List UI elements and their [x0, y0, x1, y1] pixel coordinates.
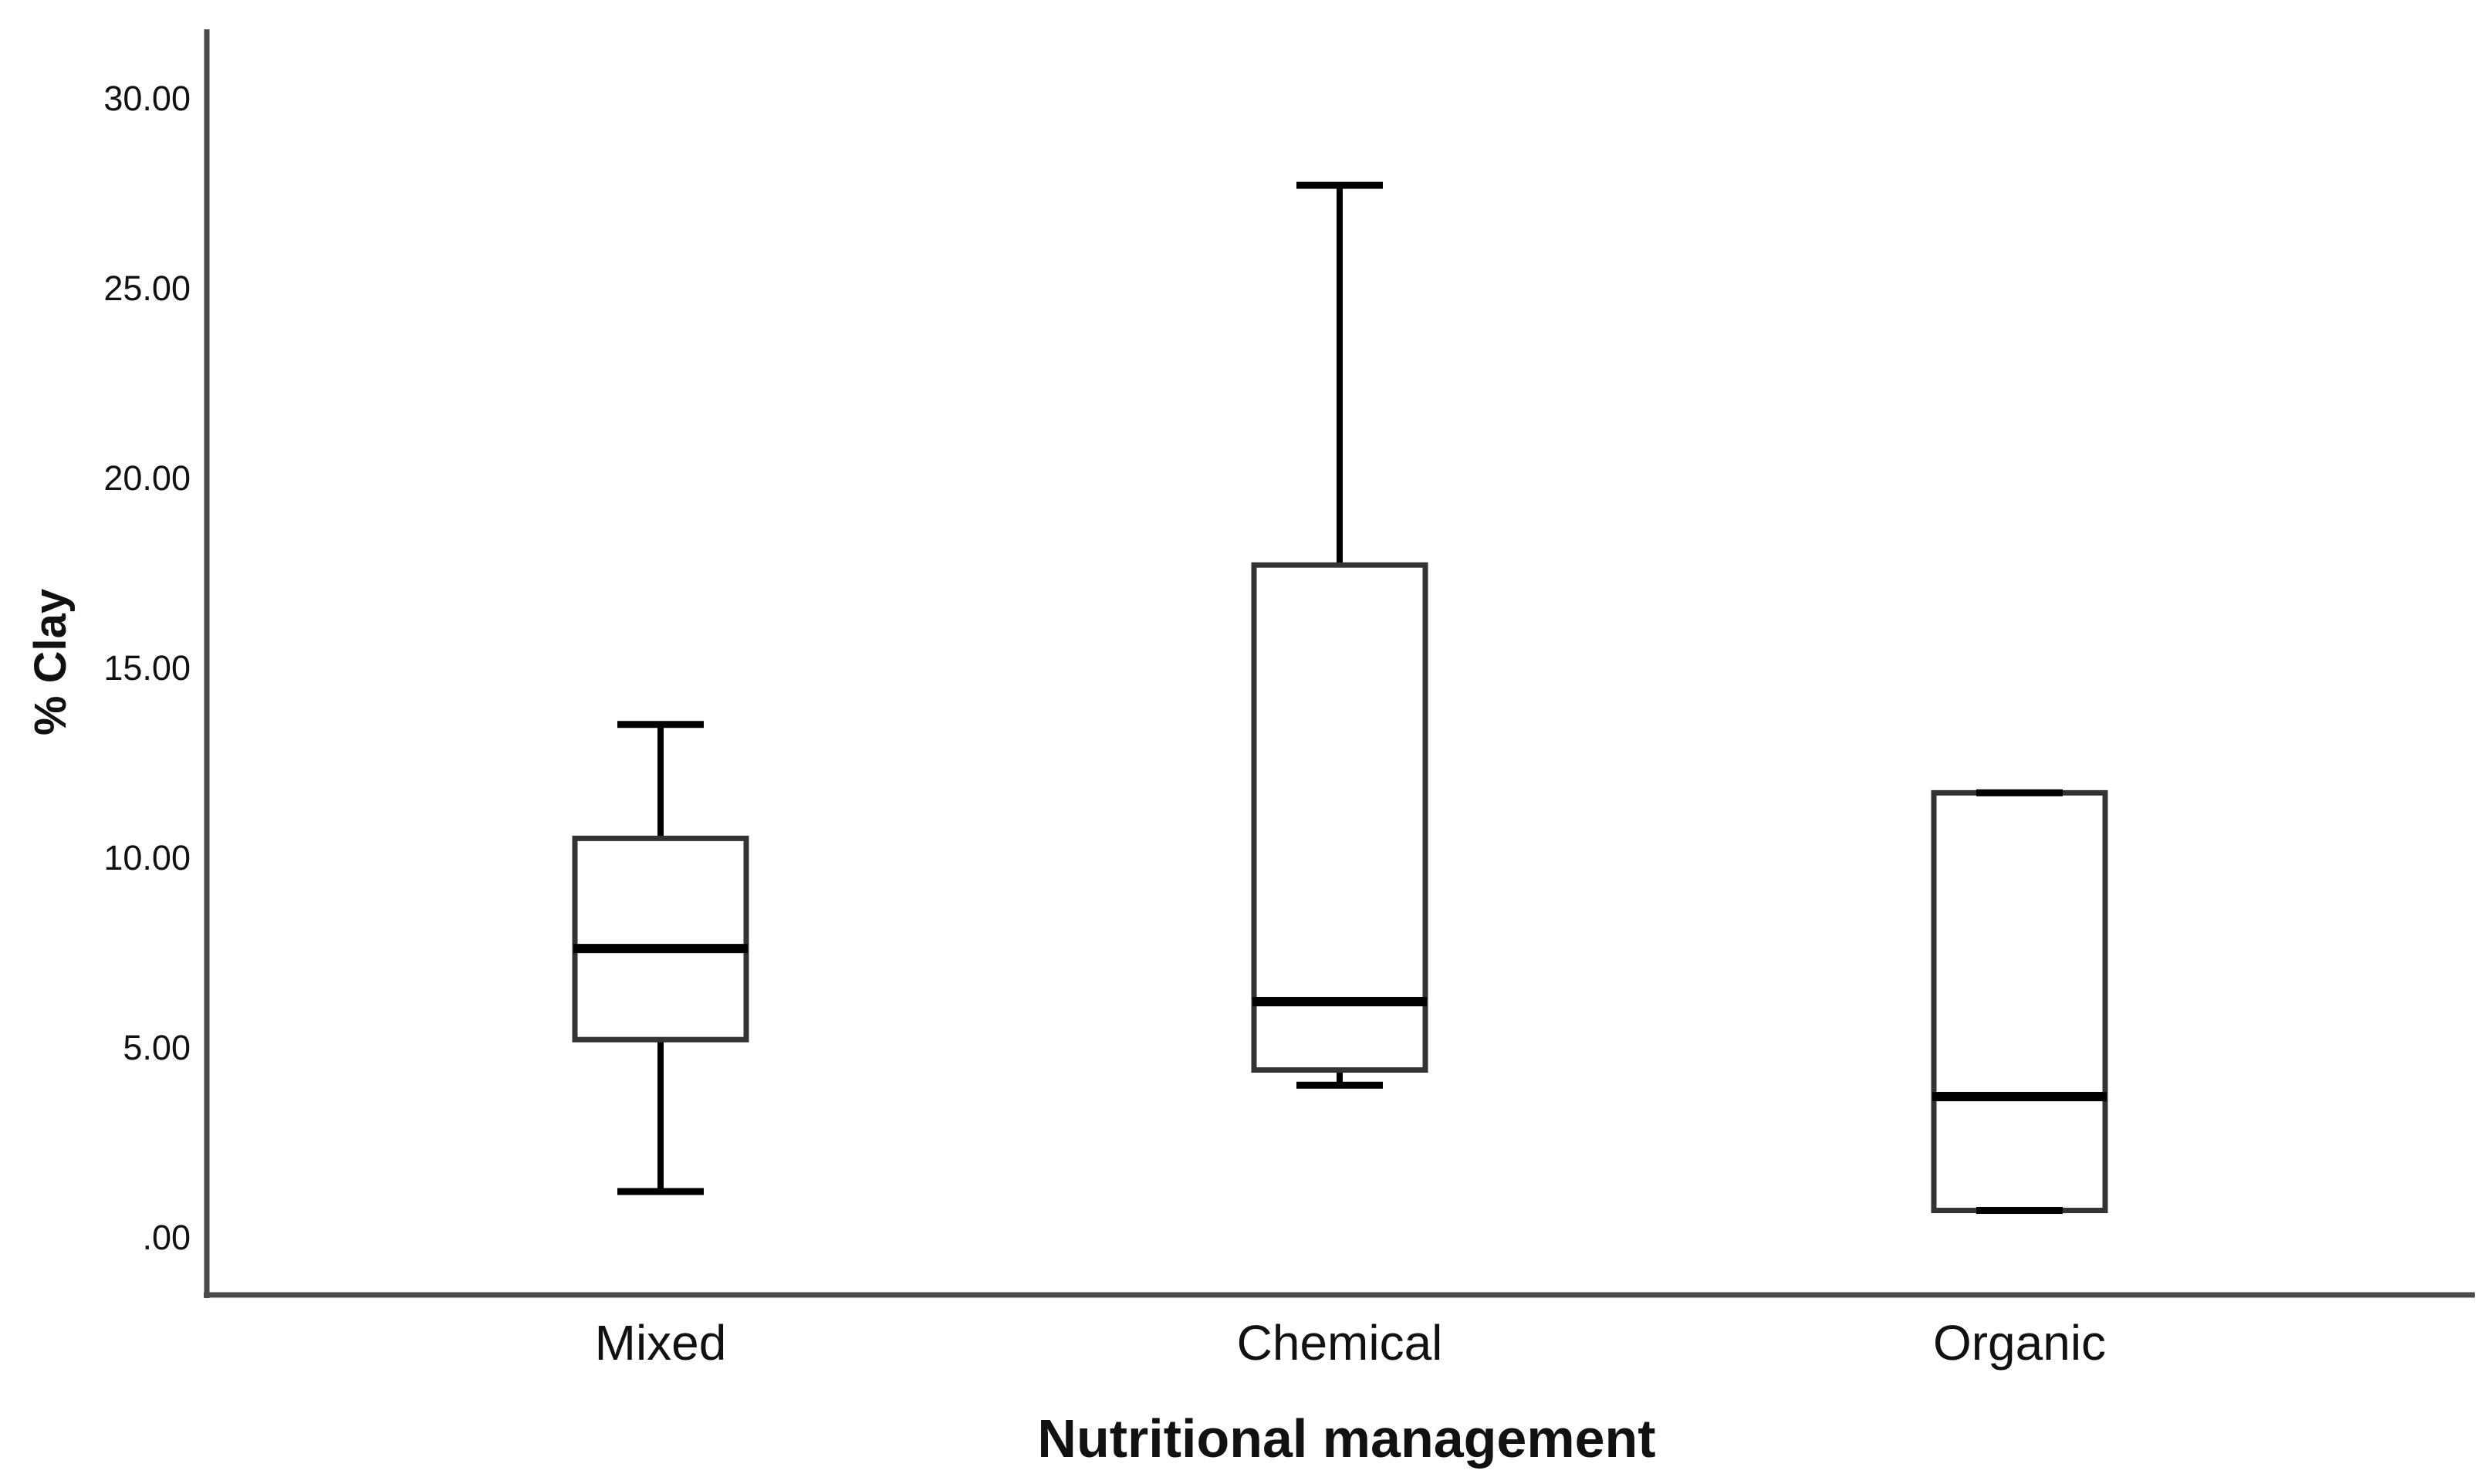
box-organic: [1931, 789, 2108, 1214]
y-tick-label-15: 15.00: [103, 648, 191, 688]
y-tick-label-25: 25.00: [103, 269, 191, 308]
y-tick-label-5: 5.00: [123, 1028, 191, 1067]
box-chemical: [1251, 562, 1428, 1073]
x-category-label-chemical: Chemical: [1236, 1315, 1443, 1371]
y-tick-label-0: .00: [142, 1218, 191, 1257]
y-tick-label-30: 30.00: [103, 79, 191, 118]
y-axis-title: % Clay: [25, 588, 76, 736]
box-mixed: [572, 835, 749, 1043]
y-tick-label-20: 20.00: [103, 458, 191, 498]
x-category-label-organic: Organic: [1932, 1315, 2107, 1371]
x-axis-title: Nutritional management: [1037, 1408, 1656, 1469]
x-category-label-mixed: Mixed: [594, 1315, 727, 1371]
y-tick-label-10: 10.00: [103, 838, 191, 877]
